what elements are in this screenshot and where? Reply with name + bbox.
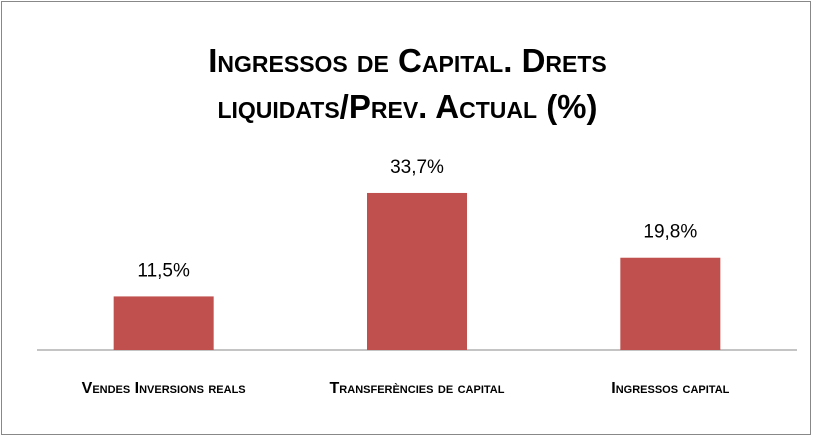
data-label: 33,7%	[390, 157, 444, 178]
x-tick-label: Ingressos capital	[611, 380, 730, 397]
data-label: 19,8%	[643, 222, 697, 243]
data-label: 11,5%	[137, 260, 190, 281]
bar	[113, 296, 214, 350]
chart-title: Ingressos de Capital. Drets liquidats/Pr…	[208, 42, 607, 125]
chart-frame	[1, 1, 811, 435]
bar	[367, 192, 467, 350]
x-tick-label: Vendes Inversions reals	[81, 380, 246, 397]
bar	[620, 257, 721, 350]
x-tick-label: Transferències de capital	[329, 380, 505, 397]
